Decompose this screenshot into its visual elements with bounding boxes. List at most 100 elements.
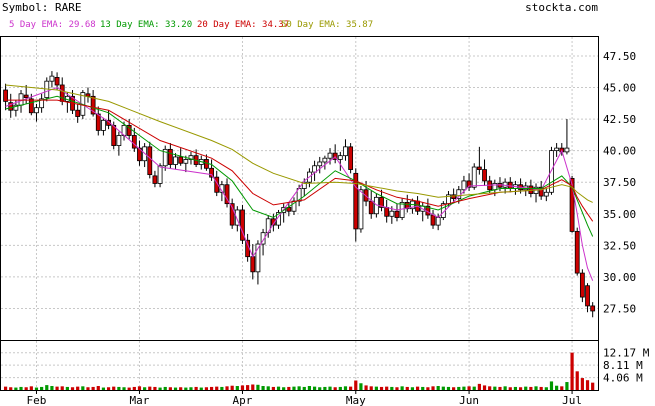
candle-body [368, 200, 374, 215]
volume-bar [513, 386, 518, 390]
volume-bar [76, 386, 80, 390]
volume-bar [462, 386, 466, 390]
volume-bar [184, 387, 188, 390]
candle [317, 156, 323, 174]
candle-body [173, 156, 178, 165]
volume-bar [467, 386, 471, 390]
candle [590, 302, 596, 318]
candle [394, 203, 400, 222]
chart-title: Symbol: RARE [2, 1, 81, 14]
volume-bar [235, 386, 239, 390]
volume-bar [271, 386, 275, 390]
candle [116, 131, 122, 156]
volume-bar [379, 386, 384, 390]
volume-bar [106, 387, 111, 390]
grid-layer [1, 37, 598, 394]
volume-bar [343, 386, 348, 390]
candle-body [59, 84, 65, 102]
volume-bar [86, 387, 90, 390]
volume-bar [91, 386, 95, 390]
volume-bar [426, 387, 430, 390]
y-tick-label: 37.50 [603, 176, 636, 189]
volume-bar [591, 382, 595, 390]
candle-body [260, 232, 266, 245]
volume-bar [385, 386, 389, 390]
candle [49, 71, 55, 88]
x-tick-label: Jun [459, 394, 479, 406]
candle [404, 194, 410, 213]
candle [209, 159, 214, 181]
candle-body [348, 146, 354, 170]
volume-bar [194, 386, 198, 390]
candle-body [234, 209, 240, 226]
candle-body [75, 109, 81, 117]
candle-body [250, 256, 256, 273]
volume-bar [328, 386, 332, 390]
candle-body [430, 214, 436, 226]
volume-bar [215, 386, 219, 390]
volume-bar [117, 386, 121, 390]
legend-ema-5: 5 Day EMA: 29.68 [9, 20, 96, 30]
volume-tick-label: 8.11 M [603, 359, 643, 372]
candle [327, 148, 333, 165]
candle-body [343, 146, 348, 157]
candle [101, 117, 106, 136]
volume-bar [570, 352, 574, 390]
volume-bar [359, 383, 363, 390]
candle-body [384, 207, 390, 217]
volume-layer [3, 352, 595, 390]
candle [379, 189, 384, 212]
candle [564, 119, 570, 155]
candle-body [394, 210, 400, 218]
candle-body [358, 189, 364, 230]
candle-body [435, 217, 441, 226]
candle [523, 182, 529, 197]
candle-body [471, 166, 477, 188]
candle-body [157, 165, 163, 184]
volume-bar [549, 381, 554, 390]
candle-body [126, 124, 132, 136]
candle-body [564, 147, 570, 153]
candle-body [23, 94, 29, 98]
candle [358, 185, 364, 233]
candle [8, 93, 14, 118]
candle [554, 143, 560, 157]
volume-bar [318, 387, 322, 390]
volume-bar [148, 386, 152, 390]
volume-bar [287, 386, 291, 390]
volume-bar [518, 387, 523, 390]
candle-body [590, 305, 596, 312]
candle-body [538, 186, 544, 197]
volume-bar [410, 387, 415, 390]
candle-body [39, 98, 45, 109]
volume-bar [3, 386, 8, 390]
candle [482, 159, 487, 186]
candle-body [301, 181, 307, 189]
volume-bar [297, 386, 301, 390]
y-tick-label: 45.00 [603, 82, 636, 95]
volume-bar [168, 387, 172, 390]
candle-body [28, 98, 34, 114]
volume-bar [302, 386, 306, 390]
candle-body [379, 196, 384, 208]
candle-body [49, 75, 55, 82]
volume-bar [282, 387, 286, 390]
volume-bar [555, 385, 559, 390]
candle-body [389, 210, 395, 217]
candle [75, 103, 81, 123]
candle-body [255, 243, 261, 273]
volume-bar [158, 387, 162, 390]
volume-bar [19, 386, 23, 390]
volume-bar [472, 386, 476, 390]
candle-body [528, 185, 534, 194]
candle [348, 143, 354, 174]
x-tick-label: Mar [130, 394, 150, 406]
candle [286, 202, 292, 217]
candle-body [224, 184, 230, 205]
y-tick-label: 27.50 [603, 302, 636, 315]
candle-body [286, 207, 292, 212]
ema-line [5, 95, 594, 237]
candle-body [162, 148, 168, 167]
candle [162, 145, 168, 171]
